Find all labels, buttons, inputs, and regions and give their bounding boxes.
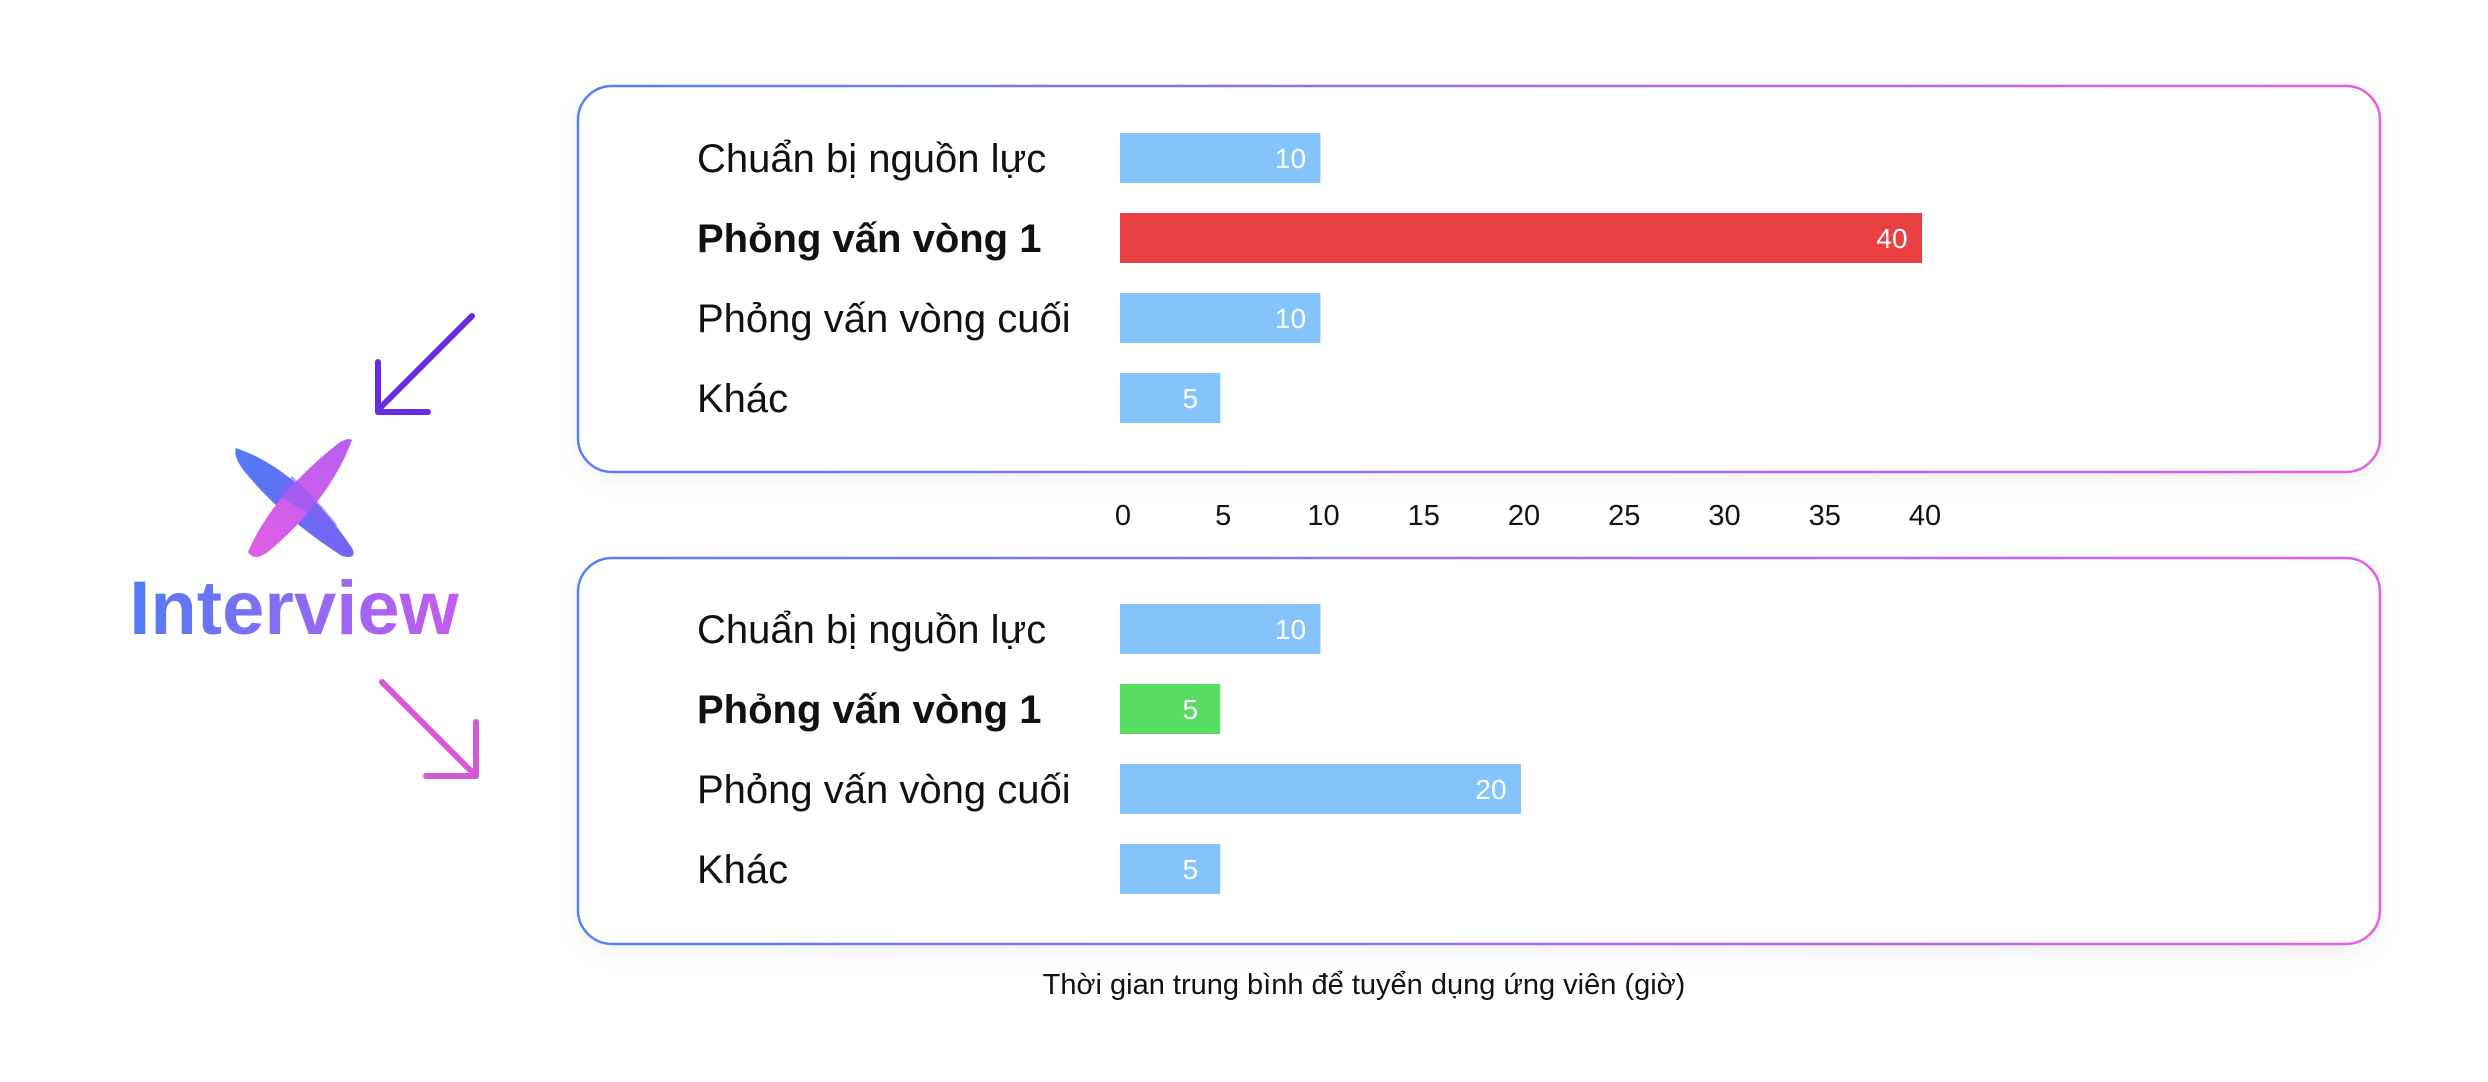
bar <box>1120 213 1922 263</box>
bar-value-label: 10 <box>1275 614 1306 645</box>
bar-value-label: 40 <box>1876 223 1907 254</box>
x-tick-label: 5 <box>1215 500 1231 532</box>
bar-value-label: 5 <box>1182 854 1198 885</box>
x-tick-label: 0 <box>1115 500 1131 532</box>
bar-value-label: 20 <box>1475 774 1506 805</box>
category-label: Khác <box>697 377 788 421</box>
bar <box>1120 684 1221 734</box>
x-tick-label: 10 <box>1307 500 1339 532</box>
x-tick-label: 20 <box>1508 500 1540 532</box>
bar <box>1120 293 1321 343</box>
category-label: Phỏng vấn vòng cuối <box>697 768 1071 812</box>
bar-value-label: 10 <box>1275 303 1306 334</box>
panel-frame <box>576 556 2382 946</box>
category-label: Chuẩn bị nguồn lực <box>697 137 1046 181</box>
panel-frame <box>576 84 2382 474</box>
x-tick-label: 30 <box>1708 500 1740 532</box>
category-label: Phỏng vấn vòng 1 <box>697 217 1041 261</box>
x-tick-label: 40 <box>1909 500 1941 532</box>
bar <box>1120 844 1221 894</box>
brand-name: Interview <box>129 566 459 651</box>
bar <box>1120 764 1521 814</box>
x-axis-title: Thời gian trung bình để tuyển dụng ứng v… <box>1043 969 1686 1001</box>
chart-panel-top: Chuẩn bị nguồn lực 10 Phỏng vấn vòng 1 40 Ph… <box>576 84 2382 474</box>
x-tick-label: 15 <box>1408 500 1440 532</box>
category-label: Phỏng vấn vòng cuối <box>697 297 1071 341</box>
bar-group-bottom: Chuẩn bị nguồn lực 10 Phỏng vấn vòng 1 5 Phỏ… <box>697 604 1521 894</box>
bar-value-label: 5 <box>1182 383 1198 414</box>
bar <box>1120 373 1221 423</box>
arrow-down-left-icon <box>375 313 475 415</box>
x-tick-label: 25 <box>1608 500 1640 532</box>
x-axis: 0 5 10 15 20 25 30 35 40 <box>1115 500 1941 532</box>
x-tick-label: 35 <box>1809 500 1841 532</box>
chart-panel-bottom: Chuẩn bị nguồn lực 10 Phỏng vấn vòng 1 5 Phỏ… <box>576 556 2382 946</box>
category-label: Chuẩn bị nguồn lực <box>697 608 1046 652</box>
bar-group-top: Chuẩn bị nguồn lực 10 Phỏng vấn vòng 1 40 Ph… <box>697 133 1922 423</box>
brand-block: Interview <box>129 313 479 779</box>
bar-value-label: 10 <box>1275 143 1306 174</box>
interview-logo-icon <box>235 439 354 557</box>
bar-value-label: 5 <box>1182 694 1198 725</box>
bar <box>1120 604 1321 654</box>
category-label: Khác <box>697 848 788 892</box>
bar <box>1120 133 1321 183</box>
arrow-down-right-icon <box>379 679 479 779</box>
category-label: Phỏng vấn vòng 1 <box>697 688 1041 732</box>
